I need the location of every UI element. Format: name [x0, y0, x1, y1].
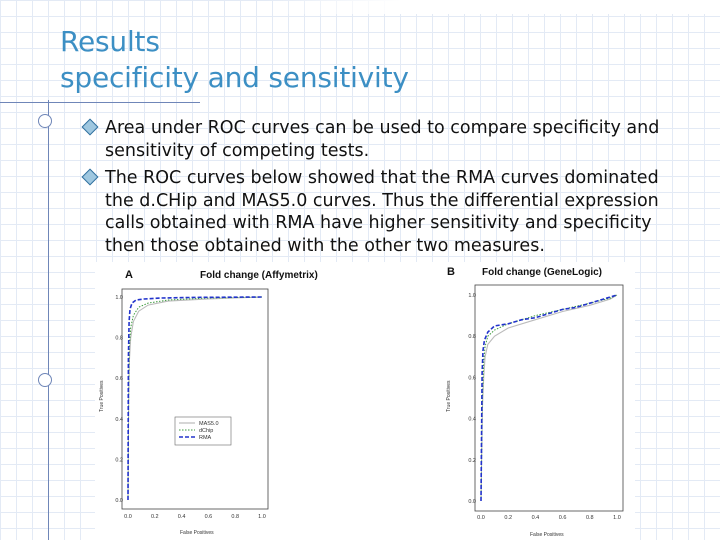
panel-b-letter: B — [447, 266, 455, 278]
panel-a-series-mas50 — [127, 296, 263, 501]
panel-a-ytick-label: 0.0 — [115, 498, 123, 504]
panel-b-title: Fold change (GeneLogic) — [482, 267, 602, 278]
vertical-rule — [48, 100, 49, 540]
panel-a-xlabel: False Positives — [180, 530, 214, 536]
panel-b-xtick-label: 0.6 — [559, 515, 567, 521]
panel-a-series — [127, 296, 263, 501]
diamond-bullet-icon — [81, 168, 99, 186]
panel-a-series-rma — [127, 296, 263, 501]
bullet-list: Area under ROC curves can be used to com… — [81, 117, 685, 262]
slide-title: Results specificity and sensitivity — [60, 24, 409, 96]
panel-b-xtick-label: 0.8 — [586, 515, 594, 521]
panel-b-ytick-label: 1.0 — [468, 293, 476, 299]
panel-a-letter: A — [125, 269, 133, 281]
panel-a-xtick-label: 0.0 — [124, 514, 132, 520]
panel-b-ytick-label: 0.4 — [468, 417, 476, 423]
panel-a-frame — [121, 288, 269, 510]
bullet-text: Area under ROC curves can be used to com… — [105, 118, 660, 161]
panel-b-ytick-label: 0.6 — [468, 375, 476, 381]
panel-b: B Fold change (GeneLogic) True Positives… — [446, 266, 624, 538]
panel-b-ytick-label: 0.8 — [468, 334, 476, 340]
panel-b-xtick-label: 1.0 — [613, 515, 621, 521]
panel-a-ytick-label: 0.2 — [115, 457, 123, 463]
panel-a-ylabel: True Positives — [99, 380, 105, 412]
panel-b-ylabel: True Positives — [446, 380, 452, 412]
panel-a-xtick-label: 0.6 — [205, 514, 213, 520]
horizontal-rule — [0, 102, 200, 103]
panel-a-xtick-label: 0.8 — [231, 514, 239, 520]
panel-b-xtick-label: 0.2 — [504, 515, 512, 521]
panel-b-ticks: 0.0 0.2 0.4 0.6 0.8 1.0 0.0 0.2 0.4 0.6 0.8 1.0 — [468, 293, 620, 521]
panel-b-frame — [474, 284, 624, 512]
panel-b-xtick-label: 0.4 — [532, 515, 540, 521]
panel-b-ytick-label: 0.0 — [468, 499, 476, 505]
panel-b-ytick-label: 0.2 — [468, 458, 476, 464]
panel-a-ytick-label: 0.6 — [115, 376, 123, 382]
panel-b-series-rma — [480, 294, 618, 502]
roc-figure-svg: A Fold change (Affymetrix) True Positive… — [99, 266, 624, 538]
legend-label-rma: RMA — [199, 435, 212, 441]
panel-a-ytick-label: 0.8 — [115, 336, 123, 342]
panel-a-xtick-label: 1.0 — [258, 514, 266, 520]
panel-b-series-dchip — [480, 294, 618, 502]
panel-b-series — [480, 294, 618, 502]
rule-circle-marker — [38, 373, 52, 387]
legend-label-mas5: MAS5.0 — [199, 421, 219, 427]
panel-a-xtick-label: 0.4 — [178, 514, 186, 520]
bullet-item: Area under ROC curves can be used to com… — [81, 117, 685, 162]
panel-a-ytick-label: 0.4 — [115, 417, 123, 423]
panel-b-series-mas50 — [480, 294, 618, 502]
panel-a-legend: MAS5.0 dChip RMA — [174, 416, 232, 446]
panel-a-series-dchip — [127, 296, 263, 501]
legend-label-dchip: dChip — [199, 428, 213, 434]
panel-a: A Fold change (Affymetrix) True Positive… — [99, 269, 318, 536]
slide-title-line1: Results — [60, 25, 160, 58]
bullet-item: The ROC curves below showed that the RMA… — [81, 167, 685, 257]
grid-fade — [265, 0, 720, 14]
panel-a-ytick-label: 1.0 — [115, 295, 123, 301]
panel-b-xlabel: False Positives — [530, 532, 564, 538]
diamond-bullet-icon — [81, 118, 99, 136]
panel-a-title: Fold change (Affymetrix) — [200, 270, 318, 281]
slide-title-line2: specificity and sensitivity — [60, 61, 409, 94]
panel-a-ticks: 0.0 0.2 0.4 0.6 0.8 1.0 0.0 0.2 0.4 0.6 0.8 1.0 — [115, 295, 265, 520]
panel-a-xtick-label: 0.2 — [151, 514, 159, 520]
rule-circle-marker — [38, 114, 52, 128]
legend-box — [174, 416, 232, 446]
bullet-text: The ROC curves below showed that the RMA… — [105, 168, 659, 256]
panel-b-xtick-label: 0.0 — [477, 515, 485, 521]
roc-figure: A Fold change (Affymetrix) True Positive… — [95, 262, 635, 540]
